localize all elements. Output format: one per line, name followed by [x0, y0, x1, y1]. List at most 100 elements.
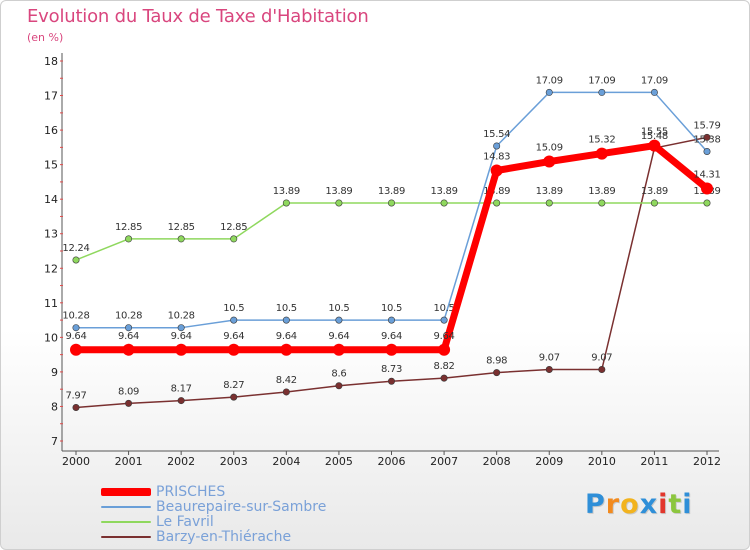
data-label: 9.64 — [434, 331, 455, 342]
data-point — [650, 199, 658, 207]
data-point — [280, 343, 293, 356]
data-label: 9.07 — [539, 352, 560, 363]
logo-letter: x — [639, 489, 659, 520]
data-label: 10.28 — [168, 311, 195, 322]
data-label: 12.24 — [62, 243, 89, 254]
data-point — [493, 369, 501, 377]
y-tick-label: 11 — [44, 297, 58, 310]
data-label: 13.89 — [378, 186, 405, 197]
data-label: 10.28 — [62, 311, 89, 322]
y-tick-label: 17 — [44, 90, 58, 103]
data-label: 14.31 — [693, 169, 720, 180]
legend-item: Beaurepaire-sur-Sambre — [101, 499, 361, 515]
data-point — [598, 199, 606, 207]
data-point — [282, 199, 290, 207]
chart-subtitle: (en %) — [27, 31, 64, 44]
data-label: 10.5 — [434, 303, 455, 314]
data-label: 15.55 — [641, 127, 668, 138]
proxiti-logo: Proxiti — [585, 489, 693, 520]
data-point — [282, 388, 290, 396]
y-tick-label: 7 — [51, 435, 58, 448]
data-label: 9.64 — [381, 331, 402, 342]
data-label: 17.09 — [536, 75, 563, 86]
legend-label: Barzy-en-Thiérache — [156, 529, 292, 545]
x-tick-label: 2001 — [115, 455, 143, 468]
data-point — [177, 235, 185, 243]
data-point — [650, 88, 658, 96]
data-point — [72, 324, 80, 332]
x-tick-label: 2006 — [378, 455, 406, 468]
data-label: 15.48 — [641, 131, 668, 142]
data-point — [282, 316, 290, 324]
x-tick-label: 2010 — [588, 455, 616, 468]
y-tick-label: 14 — [44, 193, 58, 206]
data-point — [703, 199, 711, 207]
data-label: 15.54 — [483, 129, 510, 140]
x-tick-label: 2000 — [62, 455, 90, 468]
data-label: 13.89 — [325, 186, 352, 197]
legend-swatch — [101, 506, 151, 508]
x-tick-label: 2011 — [640, 455, 668, 468]
legend: PRISCHES Beaurepaire-sur-Sambre Le Favril B… — [101, 484, 361, 545]
data-point — [648, 139, 661, 152]
x-tick-label: 2005 — [325, 455, 353, 468]
data-point — [177, 397, 185, 405]
data-label: 7.97 — [65, 390, 86, 401]
data-point — [332, 343, 345, 356]
y-tick-label: 12 — [44, 262, 58, 275]
data-point — [125, 324, 133, 332]
data-point — [598, 365, 606, 373]
legend-swatch — [101, 488, 151, 496]
data-point — [387, 377, 395, 385]
data-label: 8.73 — [381, 364, 402, 375]
data-label: 12.85 — [220, 222, 247, 233]
data-point — [72, 403, 80, 411]
y-tick-label: 16 — [44, 124, 58, 137]
data-label: 13.89 — [431, 186, 458, 197]
data-point — [335, 316, 343, 324]
legend-item: Barzy-en-Thiérache — [101, 529, 361, 545]
data-point — [545, 88, 553, 96]
data-label: 8.42 — [276, 375, 297, 386]
data-label: 8.09 — [118, 386, 139, 397]
data-point — [598, 88, 606, 96]
legend-label: Le Favril — [156, 514, 214, 530]
data-point — [72, 256, 80, 264]
data-label: 12.85 — [168, 222, 195, 233]
data-point — [177, 324, 185, 332]
logo-letter: o — [620, 489, 640, 520]
data-point — [387, 316, 395, 324]
data-label: 12.85 — [115, 222, 142, 233]
data-label: 13.89 — [273, 186, 300, 197]
data-point — [335, 199, 343, 207]
legend-item: PRISCHES — [101, 484, 361, 500]
data-label: 10.5 — [276, 303, 297, 314]
data-label: 10.28 — [115, 311, 142, 322]
x-tick-label: 2012 — [693, 455, 721, 468]
legend-item: Le Favril — [101, 514, 361, 530]
data-point — [70, 343, 82, 356]
data-label: 15.38 — [693, 135, 720, 146]
x-tick-label: 2003 — [220, 455, 248, 468]
data-label: 13.89 — [641, 186, 668, 197]
data-point — [493, 142, 501, 150]
data-point — [125, 235, 133, 243]
data-point — [227, 343, 240, 356]
data-label: 15.09 — [536, 143, 563, 154]
data-label: 14.83 — [483, 152, 510, 163]
y-tick-label: 15 — [44, 159, 58, 172]
data-point — [230, 316, 238, 324]
data-point — [543, 155, 556, 168]
data-point — [545, 365, 553, 373]
data-point — [335, 382, 343, 390]
data-point — [703, 148, 711, 156]
legend-swatch — [101, 521, 151, 523]
logo-letter: r — [605, 489, 621, 520]
data-point — [175, 343, 188, 356]
data-label: 9.64 — [276, 331, 297, 342]
data-point — [385, 343, 398, 356]
y-tick-label: 10 — [44, 331, 58, 344]
data-point — [490, 164, 503, 177]
data-label: 9.64 — [171, 331, 192, 342]
